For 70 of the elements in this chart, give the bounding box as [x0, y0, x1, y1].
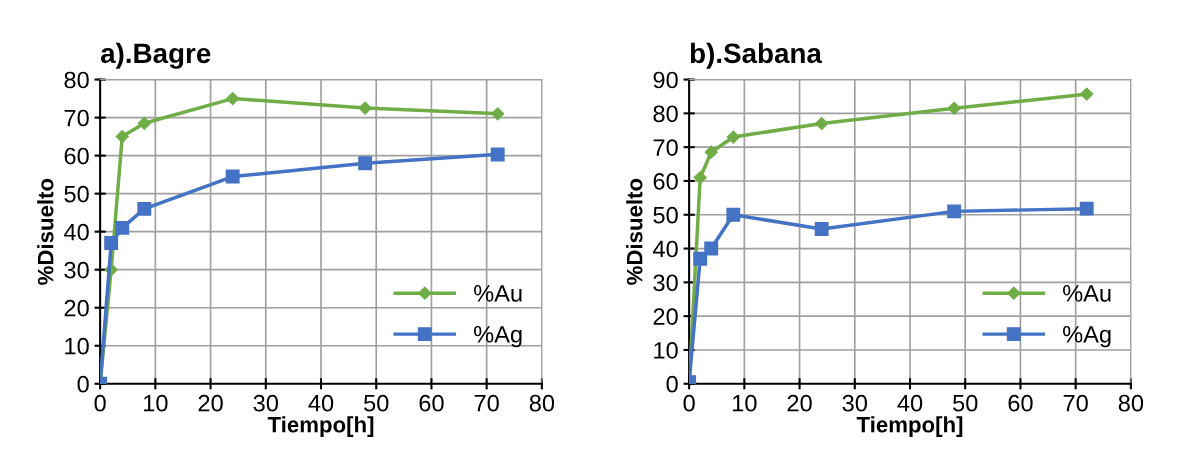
x-tick-label: 80 [1118, 394, 1144, 412]
point [137, 201, 152, 216]
x-tick-label: 20 [198, 394, 223, 412]
y-axis-title: %Disuelto [37, 178, 54, 285]
y-tick-label: 80 [653, 105, 678, 123]
y-tick-label: 70 [64, 109, 89, 127]
y-tick-label: 50 [64, 185, 89, 203]
y-tick-label: 10 [65, 337, 89, 355]
legend-label: %Au [474, 285, 522, 302]
y-tick-label: 40 [653, 240, 678, 258]
x-tick-label: 50 [364, 394, 389, 412]
point [358, 156, 373, 171]
x-axis-title: Tiempo[h] [267, 416, 374, 437]
point [226, 91, 240, 106]
point [490, 147, 505, 162]
point [704, 241, 719, 256]
x-tick-label: 70 [474, 394, 499, 412]
y-tick-label: 30 [64, 261, 89, 279]
y-axis-title: %Disuelto [626, 178, 643, 285]
point [491, 107, 505, 121]
x-tick-label: 40 [897, 394, 923, 412]
x-tick-label: 30 [842, 394, 867, 412]
point [815, 116, 829, 131]
x-axis-title: Tiempo[h] [856, 416, 963, 437]
point [814, 222, 829, 236]
y-tick-label: 60 [64, 147, 89, 165]
x-tick-label: 0 [94, 394, 106, 412]
x-tick-label: 60 [419, 394, 444, 412]
point [947, 101, 961, 115]
point [1080, 87, 1094, 101]
chart-title: a).Bagre [100, 42, 211, 69]
x-tick-label: 30 [253, 394, 278, 412]
y-tick-label: 10 [654, 342, 678, 359]
point [115, 130, 129, 144]
x-tick-label: 20 [787, 394, 812, 412]
y-tick-label: 0 [77, 375, 89, 393]
point [726, 130, 740, 144]
y-tick-label: 0 [666, 375, 678, 393]
point [693, 170, 707, 185]
x-tick-label: 0 [683, 394, 695, 412]
y-tick-label: 20 [64, 299, 89, 317]
x-tick-label: 40 [308, 394, 334, 412]
point [225, 169, 240, 184]
x-tick-label: 10 [144, 394, 168, 412]
y-tick-label: 40 [64, 223, 89, 241]
y-tick-label: 60 [653, 173, 678, 190]
point [104, 236, 119, 251]
y-tick-label: 20 [653, 308, 678, 325]
x-tick-label: 10 [733, 394, 757, 412]
legend-label: %Au [1063, 285, 1111, 302]
point [358, 101, 372, 115]
x-tick-label: 80 [529, 394, 555, 412]
legend-label: %Ag [474, 326, 522, 348]
y-tick-label: 80 [64, 71, 89, 89]
x-tick-label: 70 [1063, 394, 1088, 412]
point [137, 116, 151, 130]
chart-title: b).Sabana [690, 42, 823, 69]
point [726, 207, 741, 222]
point [115, 220, 130, 235]
x-tick-label: 50 [953, 394, 978, 412]
point [704, 145, 718, 159]
y-tick-label: 30 [653, 274, 678, 292]
legend-label: %Ag [1063, 326, 1111, 348]
y-tick-label: 90 [653, 71, 678, 89]
y-tick-label: 50 [653, 206, 678, 224]
y-tick-label: 70 [653, 139, 678, 156]
x-tick-label: 60 [1008, 394, 1033, 412]
point [693, 251, 708, 266]
point [947, 204, 962, 219]
point [1079, 201, 1094, 216]
